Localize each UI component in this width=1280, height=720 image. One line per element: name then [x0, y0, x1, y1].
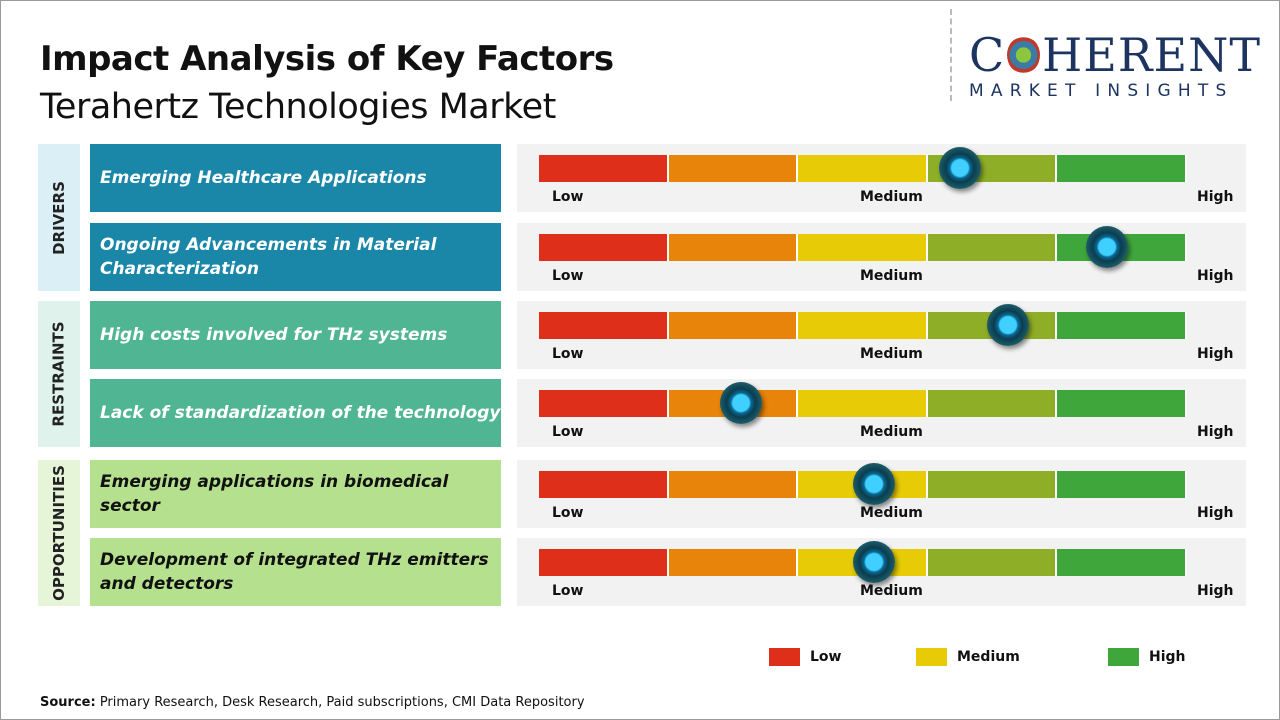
gauge-segment — [539, 471, 669, 498]
scale-medium: Medium — [860, 268, 923, 284]
divider — [950, 9, 952, 101]
legend-label: Low — [810, 649, 842, 665]
legend-swatch — [916, 648, 947, 666]
scale-high: High — [1197, 346, 1234, 362]
source-note: Source: Primary Research, Desk Research,… — [40, 695, 585, 710]
logo-text: HERENT — [1042, 28, 1261, 82]
impact-gauge: Low Medium High — [517, 460, 1246, 528]
gauge-segment — [539, 234, 669, 261]
gauge-bar — [539, 147, 1187, 189]
gauge-segment — [798, 234, 928, 261]
gauge-segment — [798, 390, 928, 417]
gauge-segment — [668, 155, 799, 182]
gauge-segment — [539, 549, 669, 576]
scale-high: High — [1197, 189, 1234, 205]
legend-low: Low — [769, 648, 841, 666]
scale-medium: Medium — [860, 189, 923, 205]
gauge-segment — [1057, 312, 1187, 339]
impact-marker-icon — [720, 382, 763, 424]
legend-label: High — [1149, 649, 1186, 665]
globe-icon — [1007, 36, 1041, 74]
category-drivers: DRIVERS — [38, 144, 80, 291]
gauge-bar — [539, 382, 1187, 424]
factor-label: Emerging Healthcare Applications — [90, 144, 501, 212]
impact-gauge: Low Medium High — [517, 144, 1246, 212]
legend-swatch — [1108, 648, 1139, 666]
logo-text: C — [969, 28, 1006, 82]
gauge-bar — [539, 226, 1187, 268]
factor-label: Lack of standardization of the technolog… — [90, 379, 501, 447]
category-label: DRIVERS — [50, 180, 69, 255]
impact-marker-icon — [853, 463, 896, 505]
gauge-segment — [539, 390, 669, 417]
legend-label: Medium — [957, 649, 1020, 665]
gauge-segment — [1057, 471, 1187, 498]
logo: C HERENT MARKET INSIGHTS — [969, 31, 1261, 101]
scale-low: Low — [552, 505, 584, 521]
legend-high: High — [1108, 648, 1186, 666]
gauge-segment — [1057, 390, 1187, 417]
gauge-segment — [927, 390, 1058, 417]
scale-high: High — [1197, 505, 1234, 521]
gauge-bar — [539, 304, 1187, 346]
category-label: OPPORTUNITIES — [50, 465, 68, 601]
scale-medium: Medium — [860, 424, 923, 440]
gauge-segment — [1057, 155, 1187, 182]
factor-label: Emerging applications in biomedical sect… — [90, 460, 501, 528]
factor-label: Development of integrated THz emitters a… — [90, 538, 501, 606]
scale-low: Low — [552, 189, 584, 205]
legend-medium: Medium — [916, 648, 1020, 666]
impact-marker-icon — [939, 147, 982, 189]
impact-gauge: Low Medium High — [517, 223, 1246, 291]
impact-gauge: Low Medium High — [517, 379, 1246, 447]
scale-low: Low — [552, 583, 584, 599]
factor-label: High costs involved for THz systems — [90, 301, 501, 369]
impact-marker-icon — [1086, 226, 1129, 268]
gauge-segment — [668, 549, 799, 576]
page-subtitle: Terahertz Technologies Market — [40, 87, 556, 127]
gauge-segment — [927, 549, 1058, 576]
source-text: Primary Research, Desk Research, Paid su… — [95, 695, 585, 710]
gauge-segment — [668, 234, 799, 261]
scale-low: Low — [552, 424, 584, 440]
impact-gauge: Low Medium High — [517, 301, 1246, 369]
gauge-segment — [798, 155, 928, 182]
category-opportunities: OPPORTUNITIES — [38, 460, 80, 606]
gauge-segment — [1057, 549, 1187, 576]
gauge-segment — [927, 471, 1058, 498]
gauge-segment — [668, 312, 799, 339]
scale-medium: Medium — [860, 583, 923, 599]
gauge-segment — [927, 234, 1058, 261]
impact-gauge: Low Medium High — [517, 538, 1246, 606]
logo-subtext: MARKET INSIGHTS — [969, 81, 1234, 101]
gauge-segment — [668, 471, 799, 498]
factor-label: Ongoing Advancements in Material Charact… — [90, 223, 501, 291]
scale-high: High — [1197, 268, 1234, 284]
impact-marker-icon — [853, 541, 896, 583]
gauge-segment — [539, 312, 669, 339]
category-restraints: RESTRAINTS — [38, 301, 80, 447]
gauge-segment — [798, 312, 928, 339]
scale-high: High — [1197, 424, 1234, 440]
scale-low: Low — [552, 268, 584, 284]
scale-medium: Medium — [860, 346, 923, 362]
gauge-bar — [539, 541, 1187, 583]
gauge-segment — [539, 155, 669, 182]
impact-marker-icon — [987, 304, 1030, 346]
legend-swatch — [769, 648, 800, 666]
scale-high: High — [1197, 583, 1234, 599]
category-label: RESTRAINTS — [50, 321, 69, 427]
scale-medium: Medium — [860, 505, 923, 521]
source-label: Source: — [40, 695, 96, 710]
page-title: Impact Analysis of Key Factors — [40, 39, 614, 79]
scale-low: Low — [552, 346, 584, 362]
gauge-bar — [539, 463, 1187, 505]
